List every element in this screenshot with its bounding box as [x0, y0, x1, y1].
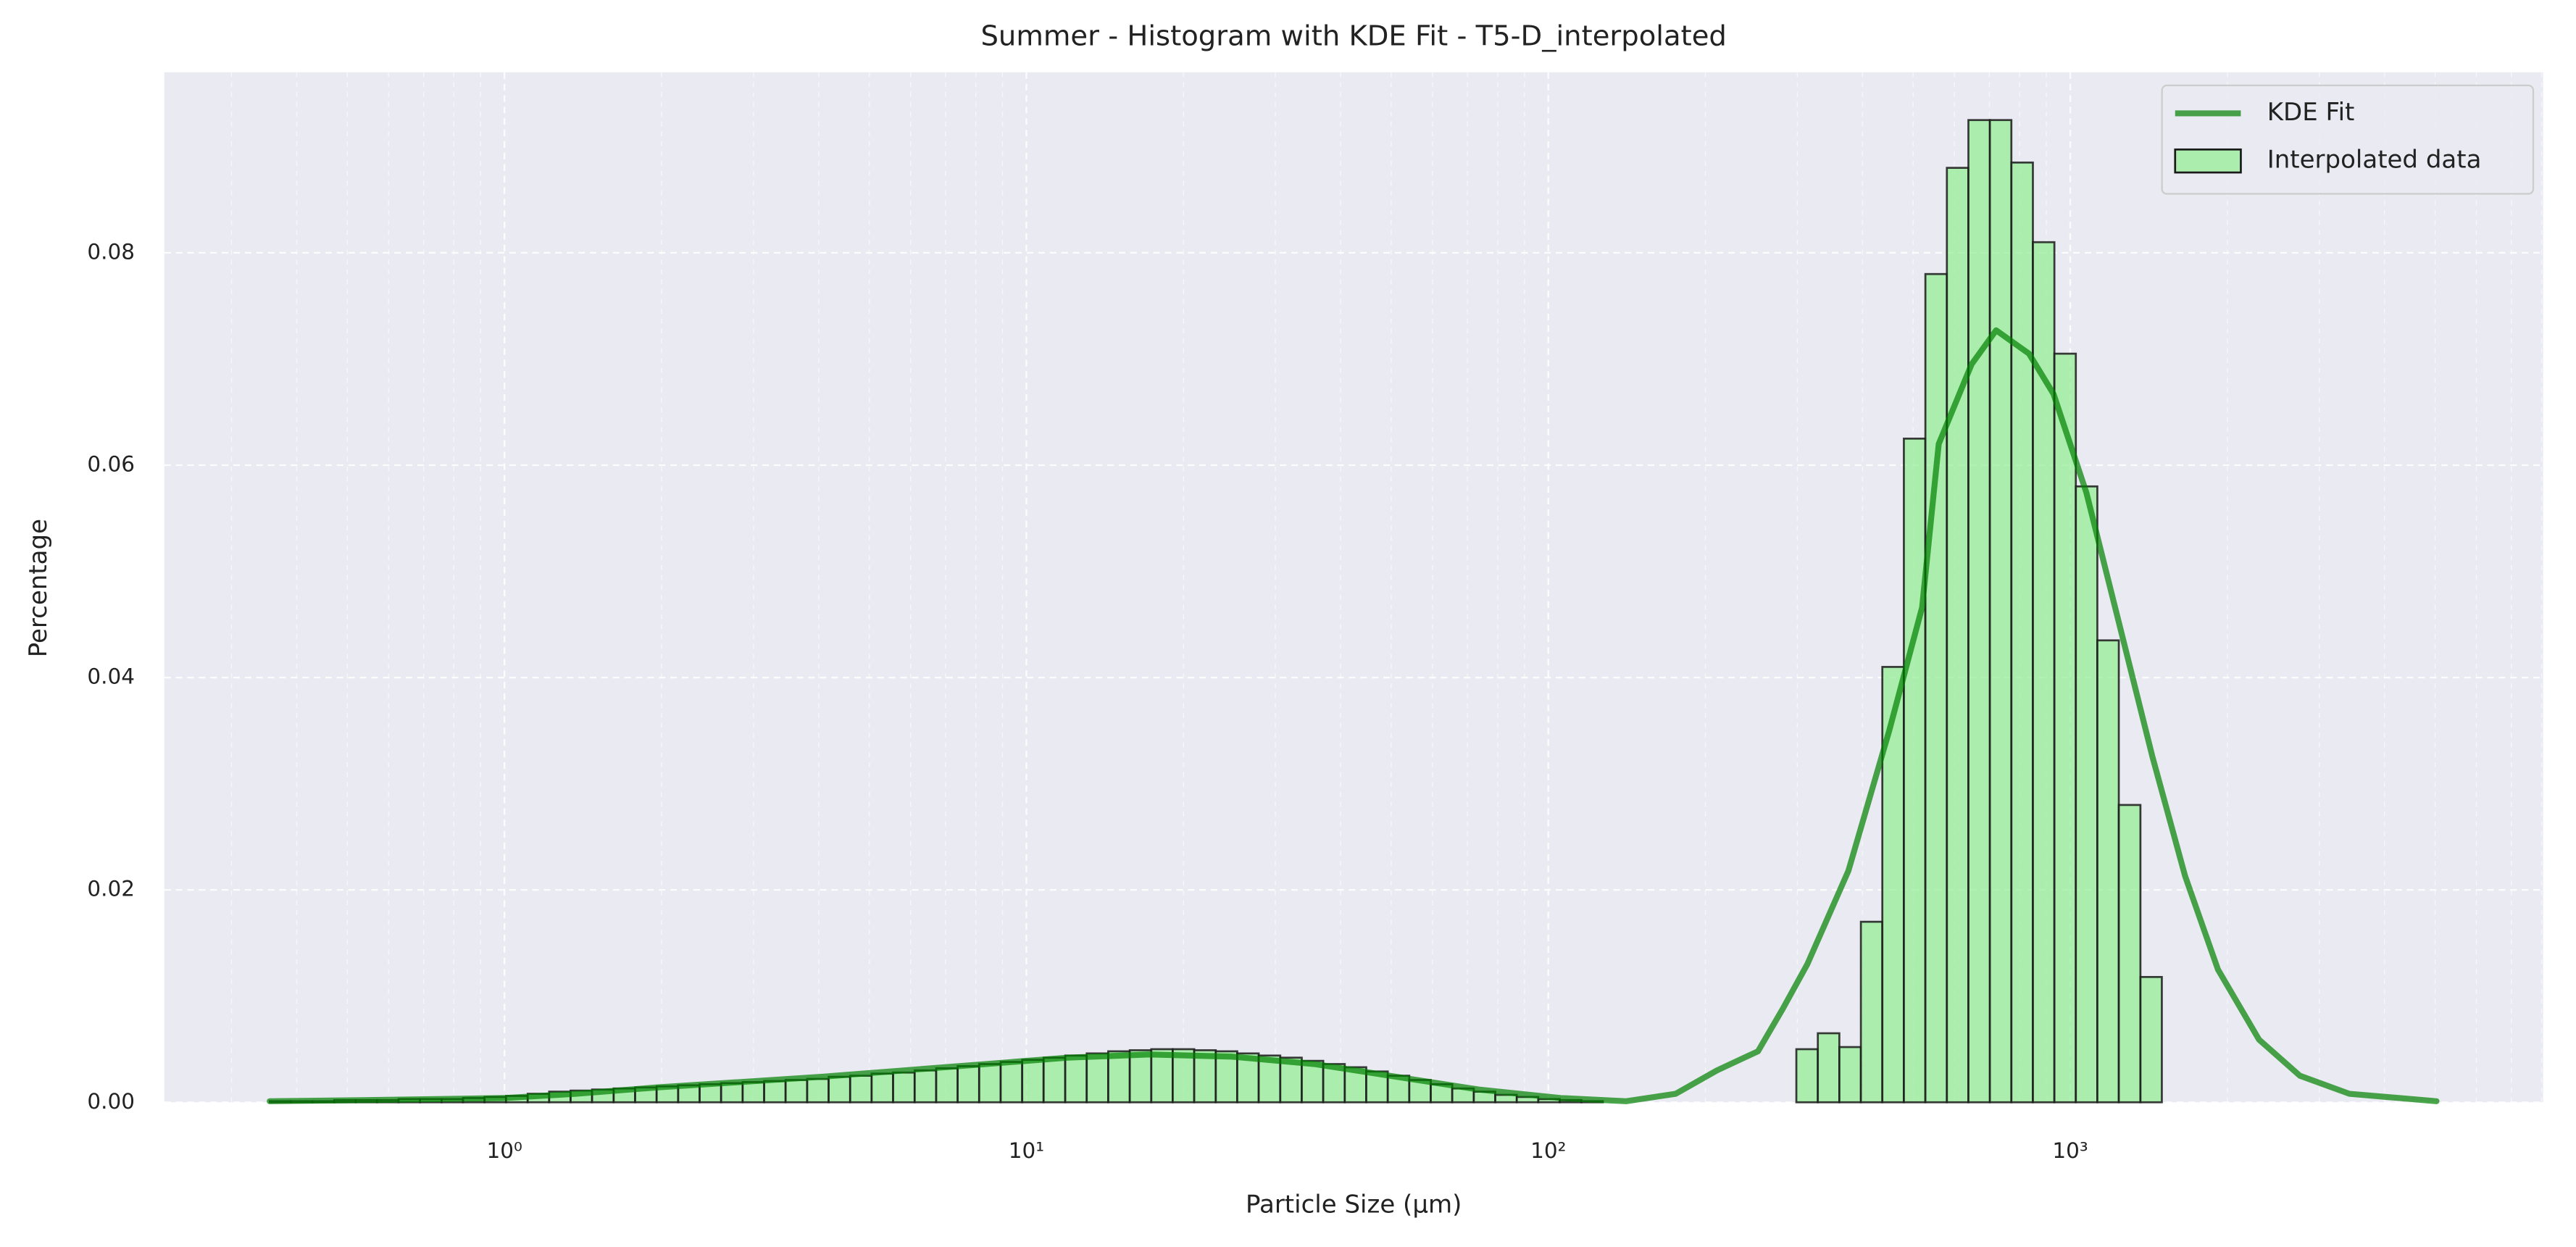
- legend-label: KDE Fit: [2267, 98, 2355, 127]
- x-tick-label: 10⁰: [487, 1138, 522, 1163]
- chart-title: Summer - Histogram with KDE Fit - T5-D_i…: [980, 20, 1726, 53]
- x-axis-label: Particle Size (μm): [1246, 1190, 1462, 1219]
- legend-label: Interpolated data: [2267, 146, 2482, 175]
- bar: [999, 1061, 1024, 1104]
- bar: [2032, 241, 2056, 1104]
- plot-background: [164, 72, 2543, 1103]
- bar: [1128, 1049, 1153, 1104]
- bar: [870, 1072, 894, 1104]
- bar: [1946, 167, 1969, 1104]
- bar: [828, 1075, 851, 1104]
- bar: [2010, 161, 2034, 1104]
- bar: [741, 1081, 765, 1104]
- y-tick-label: 0.06: [87, 451, 135, 476]
- bar: [2117, 804, 2142, 1104]
- x-tick-label: 10²: [1530, 1138, 1566, 1163]
- bar: [1859, 920, 1884, 1104]
- bar: [1881, 666, 1905, 1104]
- x-tick-label: 10¹: [1009, 1138, 1044, 1163]
- labels: 10⁰ 10¹ 10² 10³ 0.00 0.02 0.04 0.06 0.08: [87, 239, 2088, 1162]
- bar: [1795, 1048, 1820, 1104]
- bar: [2096, 639, 2120, 1104]
- y-tick-label: 0.04: [87, 664, 135, 689]
- bar: [1085, 1052, 1109, 1104]
- bar: [1064, 1054, 1088, 1104]
- legend: KDE Fit Interpolated data: [2161, 84, 2535, 195]
- bar: [913, 1069, 938, 1104]
- y-axis-label: Percentage: [24, 519, 53, 657]
- bar: [1988, 119, 2013, 1104]
- legend-patch-swatch: [2174, 148, 2242, 174]
- bar: [763, 1080, 787, 1104]
- y-tick-label: 0.00: [87, 1089, 135, 1114]
- bar: [2053, 352, 2077, 1104]
- x-tick-label: 10³: [2052, 1138, 2088, 1163]
- bar: [1257, 1054, 1282, 1104]
- kde-line: [267, 327, 2440, 1104]
- bar: [1021, 1059, 1045, 1104]
- bar: [935, 1067, 959, 1104]
- bar: [1967, 119, 1991, 1104]
- bar: [1214, 1050, 1238, 1104]
- bar: [1107, 1050, 1131, 1104]
- y-tick-label: 0.08: [87, 239, 135, 264]
- bar: [1924, 272, 1948, 1104]
- marks: [267, 119, 2440, 1104]
- legend-box: [2161, 84, 2535, 195]
- bar: [2139, 975, 2163, 1104]
- bar: [956, 1065, 980, 1104]
- y-tick-label: 0.02: [87, 877, 135, 901]
- bar: [892, 1071, 916, 1104]
- bar: [1838, 1046, 1862, 1104]
- bar: [2075, 485, 2098, 1104]
- bar: [806, 1077, 830, 1104]
- bar: [784, 1079, 809, 1104]
- bar: [849, 1075, 873, 1104]
- bar: [1042, 1056, 1067, 1104]
- bar: [1817, 1032, 1841, 1104]
- bar: [978, 1063, 1002, 1104]
- bar: [1903, 437, 1927, 1104]
